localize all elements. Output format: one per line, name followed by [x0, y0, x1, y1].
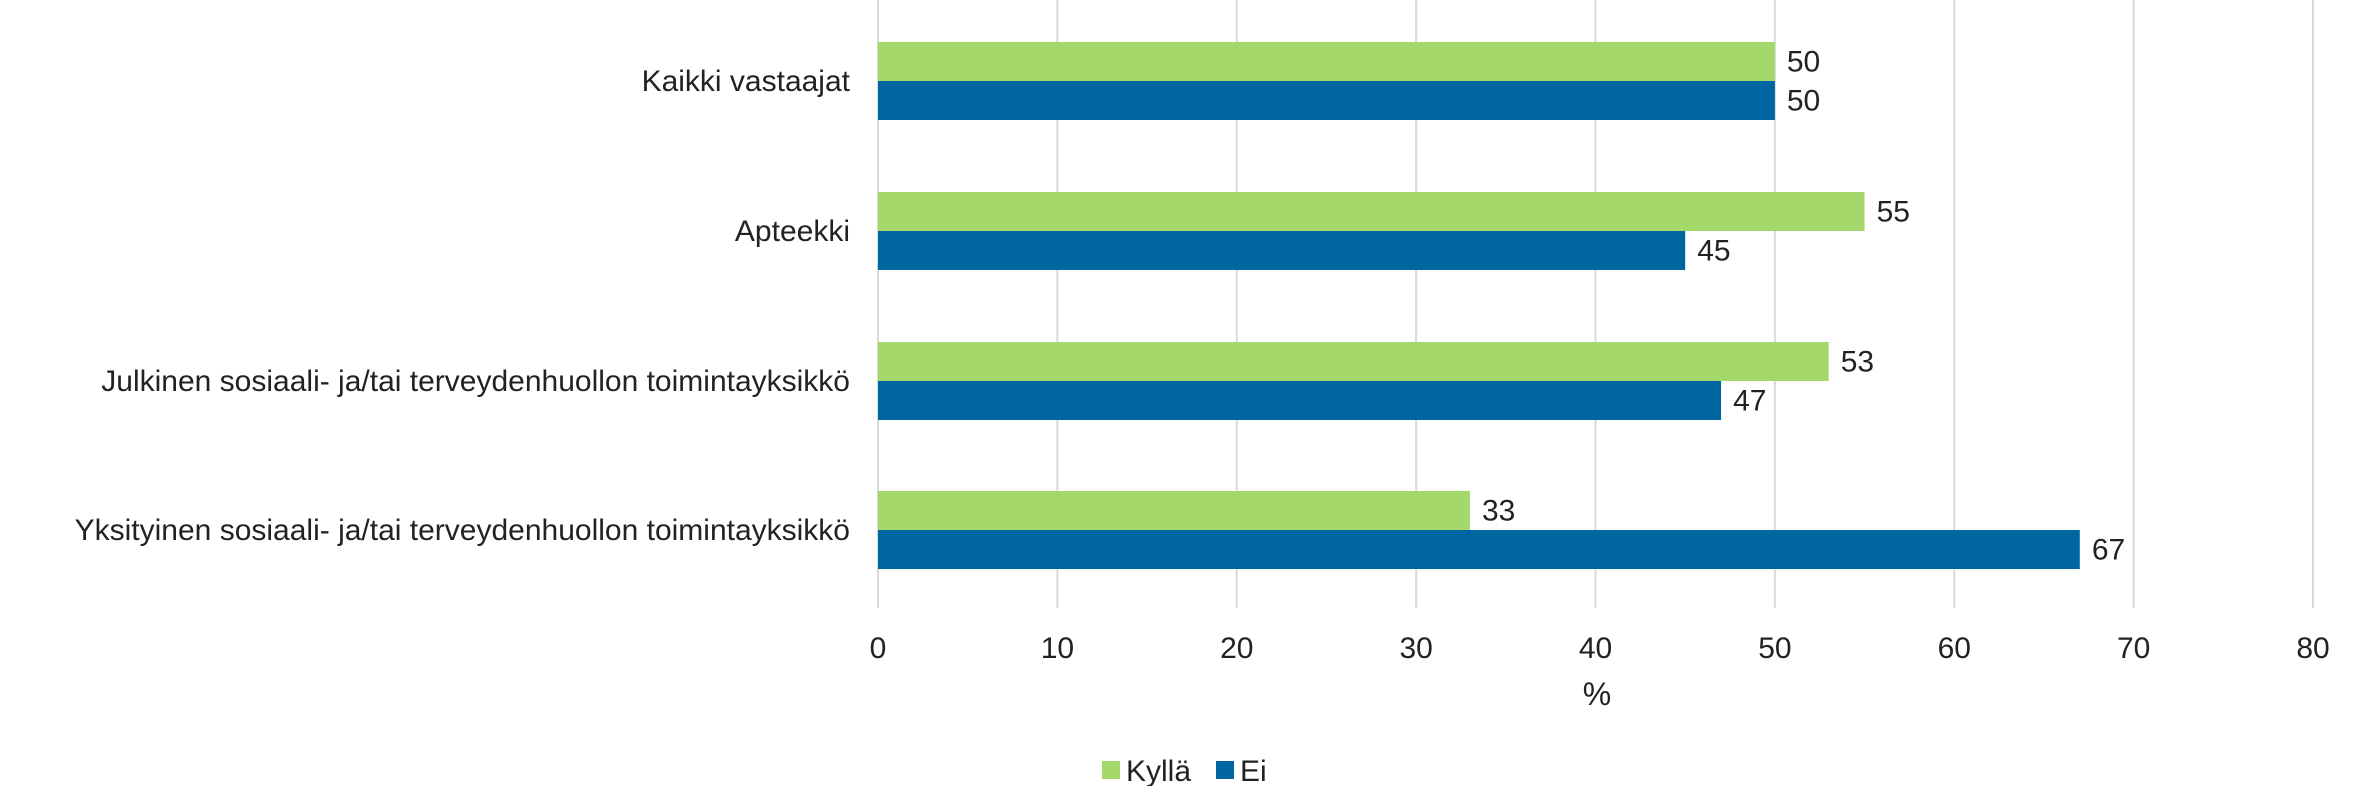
x-tick-label: 0	[870, 632, 887, 665]
category-labels: Kaikki vastaajat Apteekki Julkinen sosiaal…	[75, 65, 851, 547]
category-label: Kaikki vastaajat	[642, 65, 851, 98]
bar-kyllä	[878, 42, 1775, 81]
data-label: 50	[1787, 46, 1820, 79]
legend-label: Kyllä	[1126, 755, 1191, 786]
bar-ei	[878, 231, 1686, 270]
value-labels: 50 50 55 45 53 47 33 67	[1482, 46, 2125, 567]
legend-label: Ei	[1240, 755, 1267, 786]
data-label: 47	[1733, 385, 1766, 418]
bar-kyllä	[878, 491, 1470, 530]
category-label: Yksityinen sosiaali- ja/tai terveydenhuo…	[75, 514, 850, 547]
data-label: 45	[1697, 235, 1730, 268]
x-tick-label: 80	[2296, 632, 2329, 665]
category-label: Apteekki	[735, 215, 850, 248]
bar-ei	[878, 81, 1775, 120]
bar-kyllä	[878, 342, 1829, 381]
data-label: 53	[1841, 346, 1874, 379]
category-label: Julkinen sosiaali- ja/tai terveydenhuoll…	[101, 365, 850, 398]
bar-ei	[878, 530, 2080, 569]
x-axis-ticks: 0 10 20 30 40 50 60 70 80	[870, 632, 2330, 665]
bar-ei	[878, 381, 1722, 420]
legend-swatch-ei	[1216, 761, 1234, 779]
legend: Kyllä Ei	[1102, 755, 1267, 786]
x-tick-label: 70	[2117, 632, 2150, 665]
x-tick-label: 10	[1041, 632, 1074, 665]
data-label: 33	[1482, 495, 1515, 528]
x-tick-label: 60	[1938, 632, 1971, 665]
x-tick-label: 40	[1579, 632, 1612, 665]
x-tick-label: 30	[1399, 632, 1432, 665]
bar-kyllä	[878, 192, 1865, 231]
x-axis-title: %	[1583, 676, 1611, 712]
x-tick-label: 20	[1220, 632, 1253, 665]
bars	[878, 42, 2080, 569]
data-label: 67	[2092, 534, 2125, 567]
data-label: 55	[1877, 196, 1910, 229]
data-label: 50	[1787, 85, 1820, 118]
x-tick-label: 50	[1758, 632, 1791, 665]
legend-swatch-kyllä	[1102, 761, 1120, 779]
